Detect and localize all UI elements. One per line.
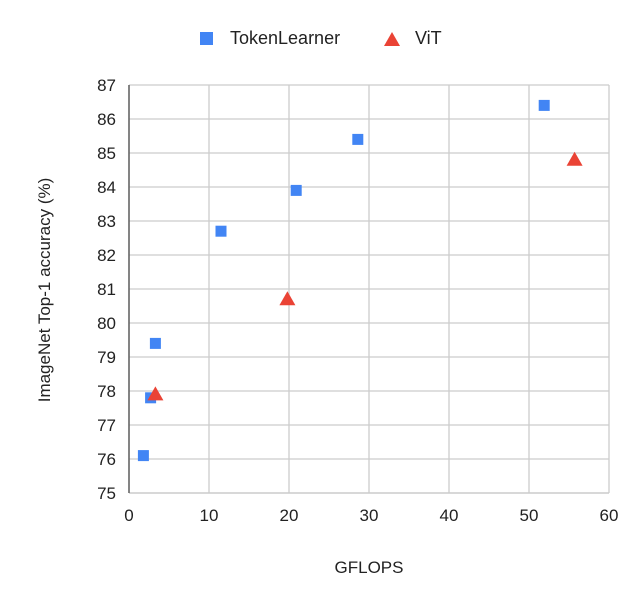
y-tick-label: 75 [97,484,116,503]
tokenlearner-point [137,450,149,462]
chart-legend: TokenLearner ViT [0,28,640,58]
tokenlearner-point [538,99,550,111]
vit-point [566,151,583,166]
legend-item-tokenlearner: TokenLearner [200,28,340,49]
legend-item-vit: ViT [384,28,442,49]
y-tick-label: 76 [97,450,116,469]
x-tick-label: 10 [200,506,219,525]
vit-point [279,291,296,306]
y-tick-label: 83 [97,212,116,231]
legend-label: ViT [415,28,442,48]
grid-lines [129,84,610,493]
x-axis-label: GFLOPS [334,558,404,577]
axes [128,85,609,494]
tokenlearner-point [149,337,161,349]
x-tick-label: 0 [124,506,133,525]
triangle-marker-icon [384,31,400,46]
x-tick-label: 40 [440,506,459,525]
tokenlearner-point [290,184,302,196]
y-tick-label: 80 [97,314,116,333]
y-tick-label: 77 [97,416,116,435]
tokenlearner-point [352,133,364,145]
square-marker-icon [200,32,213,45]
tokenlearner-point [215,225,227,237]
x-tick-label: 50 [520,506,539,525]
tick-labels: 75 76 77 78 79 80 81 82 83 84 85 86 87 0 10 20 30 40 50 60 [97,76,618,525]
y-tick-label: 82 [97,246,116,265]
y-tick-label: 87 [97,76,116,95]
data-points [137,99,583,462]
y-tick-label: 84 [97,178,116,197]
y-tick-label: 78 [97,382,116,401]
y-tick-label: 79 [97,348,116,367]
y-axis-label: ImageNet Top-1 accuracy (%) [35,177,54,403]
x-tick-label: 30 [360,506,379,525]
y-tick-label: 85 [97,144,116,163]
y-tick-label: 86 [97,110,116,129]
legend-label: TokenLearner [230,28,341,48]
vit-point [147,386,164,401]
x-tick-label: 20 [280,506,299,525]
y-tick-label: 81 [97,280,116,299]
x-tick-label: 60 [600,506,619,525]
